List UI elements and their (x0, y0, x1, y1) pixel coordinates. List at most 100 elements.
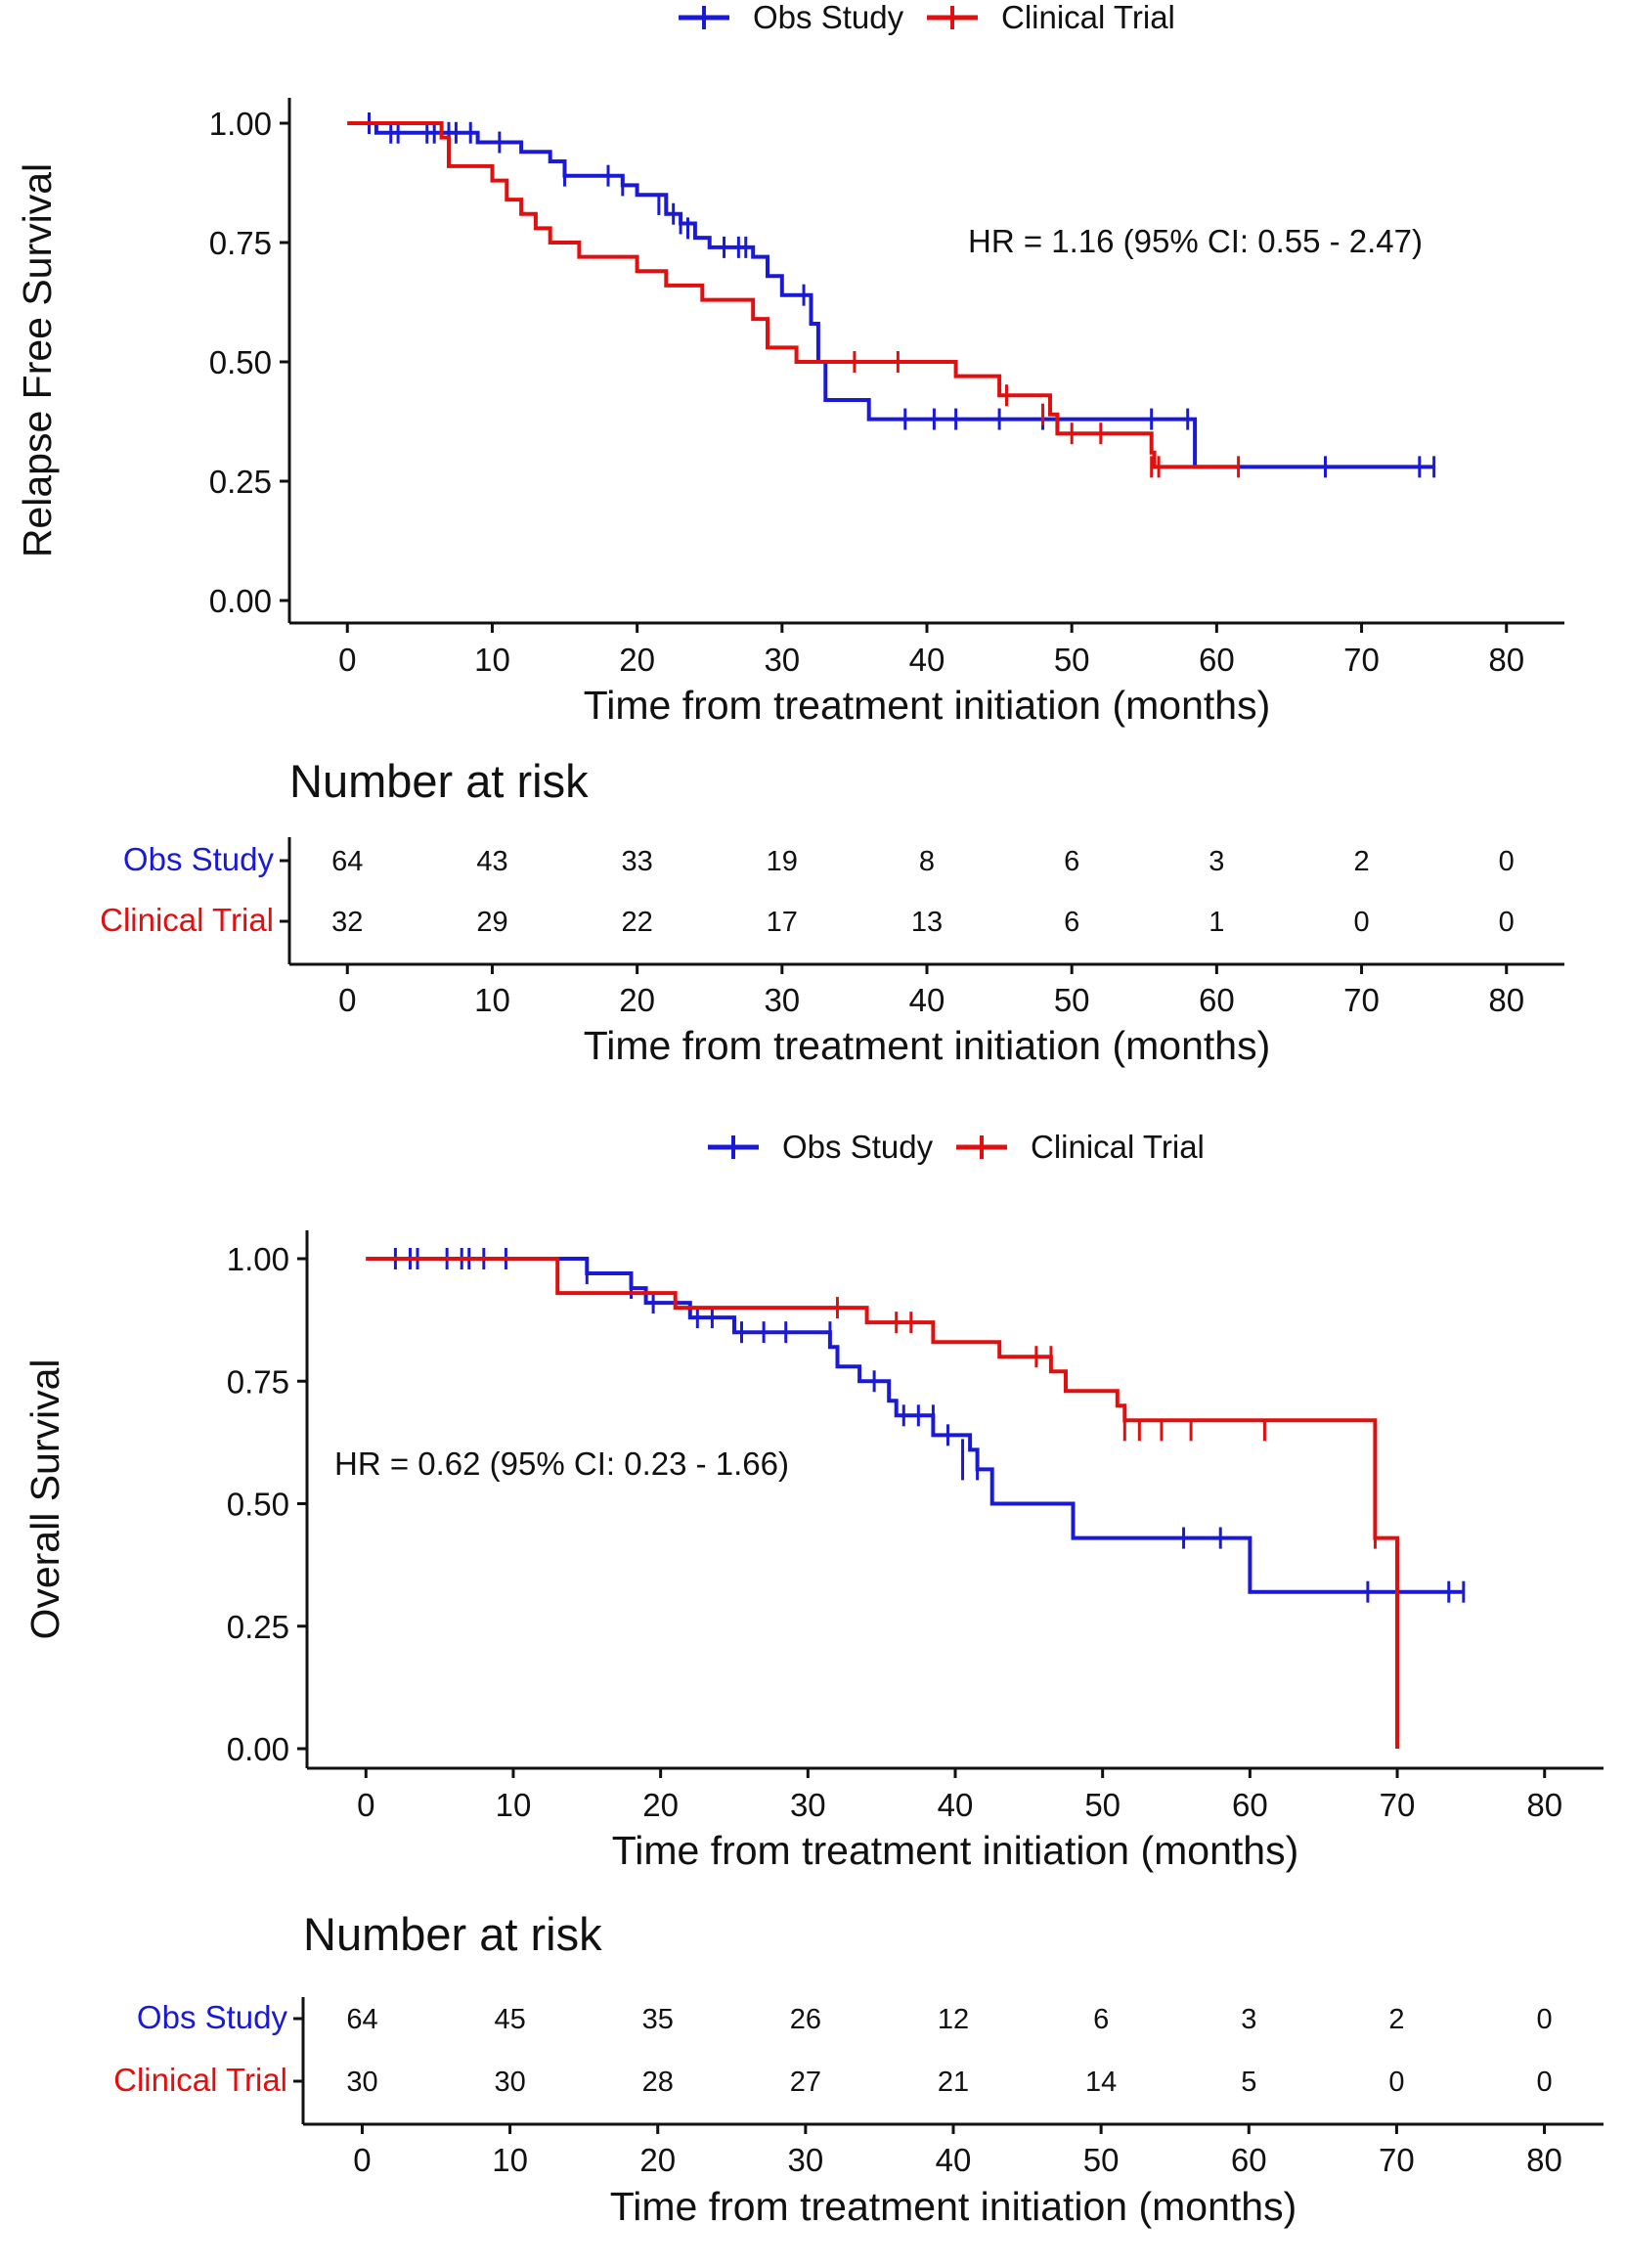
risk-table-title: Number at risk (303, 1908, 602, 1960)
risk-x-tick-label: 70 (1343, 982, 1380, 1018)
risk-x-tick-label: 30 (788, 2142, 824, 2178)
x-axis-title: Time from treatment initiation (months) (612, 1828, 1299, 1873)
risk-x-axis-title: Time from treatment initiation (months) (610, 2184, 1297, 2229)
risk-cell: 14 (1085, 2067, 1117, 2098)
y-tick-label: 0.75 (227, 1363, 289, 1400)
x-tick-label: 70 (1380, 1787, 1416, 1823)
y-tick-label: 0.50 (227, 1487, 289, 1523)
risk-cell: 28 (642, 2067, 674, 2098)
legend-item-1: Obs Study (708, 1129, 934, 1165)
risk-cell: 0 (1536, 2004, 1552, 2035)
series-1 (347, 112, 1436, 478)
risk-x-tick-label: 50 (1054, 982, 1090, 1018)
x-tick-label: 30 (764, 642, 800, 678)
risk-cell: 32 (331, 907, 363, 938)
risk-cell: 27 (790, 2067, 821, 2098)
legend-item-1: Obs Study (679, 0, 904, 35)
risk-cell: 45 (494, 2004, 525, 2035)
risk-x-tick-label: 20 (619, 982, 655, 1018)
risk-x-tick-label: 40 (909, 982, 945, 1018)
risk-row-label-2: Clinical Trial (100, 902, 274, 938)
hazard-ratio-annotation: HR = 0.62 (95% CI: 0.23 - 1.66) (334, 1445, 789, 1482)
y-tick-label: 0.50 (209, 344, 272, 380)
risk-cell: 21 (938, 2067, 969, 2098)
risk-x-tick-label: 0 (353, 2142, 371, 2178)
risk-cell: 33 (622, 846, 653, 877)
y-tick-label: 1.00 (227, 1241, 289, 1277)
x-tick-label: 0 (338, 642, 356, 678)
legend-label: Clinical Trial (1031, 1129, 1205, 1165)
risk-x-tick-label: 10 (474, 982, 510, 1018)
y-tick-label: 0.75 (209, 225, 272, 261)
risk-cell: 64 (331, 846, 363, 877)
risk-cell: 30 (346, 2067, 377, 2098)
risk-cell: 6 (1064, 907, 1079, 938)
risk-cell: 30 (494, 2067, 525, 2098)
risk-cell: 0 (1499, 907, 1515, 938)
risk-cell: 8 (919, 846, 935, 877)
series-2 (366, 1257, 1399, 1749)
x-tick-label: 80 (1526, 1787, 1562, 1823)
chart-2: Obs Study Clinical Trial 0.00 0.25 0.50 0.75 1… (22, 1129, 1604, 2229)
chart-1: Obs Study Clinical Trial 0.00 0.25 0.50 0.75 1… (15, 0, 1564, 1068)
risk-cell: 64 (346, 2004, 377, 2035)
x-tick-label: 80 (1488, 642, 1524, 678)
y-tick-label: 0.00 (227, 1731, 289, 1767)
risk-x-tick-label: 60 (1199, 982, 1235, 1018)
series-1 (366, 1248, 1466, 1603)
hazard-ratio-annotation: HR = 1.16 (95% CI: 0.55 - 2.47) (968, 223, 1423, 259)
legend-item-2: Clinical Trial (956, 1129, 1205, 1165)
risk-cell: 2 (1388, 2004, 1404, 2035)
x-tick-label: 10 (496, 1787, 532, 1823)
risk-row-label-1: Obs Study (123, 841, 275, 877)
risk-x-tick-label: 30 (764, 982, 800, 1018)
risk-cell: 0 (1536, 2067, 1552, 2098)
legend-label: Clinical Trial (1001, 0, 1175, 35)
x-tick-label: 50 (1084, 1787, 1121, 1823)
risk-cell: 17 (767, 907, 798, 938)
x-tick-label: 10 (474, 642, 510, 678)
series-line-2 (366, 1257, 1399, 1749)
x-axis-title: Time from treatment initiation (months) (584, 683, 1271, 728)
y-axis-title: Relapse Free Survival (15, 163, 60, 557)
risk-x-tick-label: 40 (936, 2142, 972, 2178)
risk-x-tick-label: 50 (1083, 2142, 1120, 2178)
risk-x-axis-title: Time from treatment initiation (months) (584, 1023, 1271, 1068)
risk-cell: 26 (790, 2004, 821, 2035)
series-line-1 (347, 121, 1434, 469)
risk-x-tick-label: 80 (1488, 982, 1524, 1018)
legend-item-2: Clinical Trial (927, 0, 1175, 35)
risk-cell: 19 (767, 846, 798, 877)
risk-cell: 22 (622, 907, 653, 938)
x-tick-label: 20 (642, 1787, 679, 1823)
risk-row-label-1: Obs Study (137, 1999, 288, 2035)
x-tick-label: 40 (909, 642, 945, 678)
series-2 (347, 121, 1241, 478)
y-tick-label: 0.25 (209, 464, 272, 500)
x-tick-label: 60 (1199, 642, 1235, 678)
risk-cell: 0 (1353, 907, 1369, 938)
risk-x-tick-label: 60 (1231, 2142, 1267, 2178)
risk-cell: 3 (1209, 846, 1224, 877)
risk-cell: 12 (938, 2004, 969, 2035)
risk-cell: 43 (476, 846, 507, 877)
risk-cell: 2 (1353, 846, 1369, 877)
risk-table-title: Number at risk (289, 755, 589, 807)
y-tick-label: 1.00 (209, 106, 272, 142)
risk-cell: 29 (476, 907, 507, 938)
risk-cell: 0 (1499, 846, 1515, 877)
legend-label: Obs Study (782, 1129, 934, 1165)
risk-cell: 6 (1093, 2004, 1109, 2035)
y-tick-label: 0.25 (227, 1609, 289, 1645)
risk-x-tick-label: 70 (1379, 2142, 1415, 2178)
x-tick-label: 30 (790, 1787, 826, 1823)
x-tick-label: 50 (1054, 642, 1090, 678)
legend: Obs Study Clinical Trial (708, 1129, 1205, 1165)
x-tick-label: 70 (1343, 642, 1380, 678)
risk-cell: 5 (1241, 2067, 1256, 2098)
y-axis-title: Overall Survival (22, 1358, 67, 1639)
risk-x-tick-label: 80 (1526, 2142, 1562, 2178)
risk-x-tick-label: 10 (492, 2142, 528, 2178)
